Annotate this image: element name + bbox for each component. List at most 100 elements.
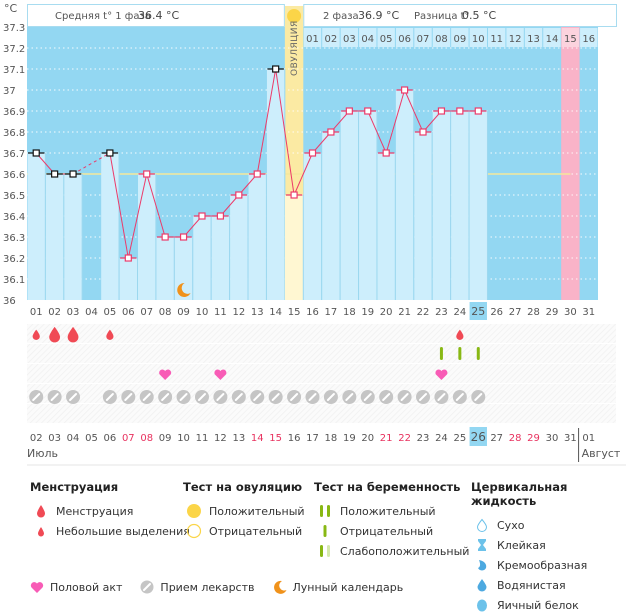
temperature-point <box>106 149 114 157</box>
menstruation-drop-icon <box>49 326 61 343</box>
legend-label: Отрицательный <box>340 524 434 538</box>
pill-stripe <box>197 393 206 401</box>
calendar-date-label: 28 <box>509 433 522 444</box>
legend-label: Менструация <box>56 504 134 518</box>
calendar-date-label: 04 <box>67 433 80 444</box>
cycle-day-label: 01 <box>30 307 43 318</box>
legend-item-ovulation-positive: Положительный <box>183 501 305 521</box>
phase2-day-cell <box>395 28 414 47</box>
cycle-day-label: 23 <box>435 307 448 318</box>
pill-stripe <box>253 393 262 401</box>
small-drop-icon <box>30 526 52 537</box>
calendar-date-label: 01 <box>582 433 595 444</box>
spotting-drop-icon <box>106 329 114 340</box>
temperature-segment <box>404 89 424 133</box>
calendar-date-label: 21 <box>380 433 393 444</box>
cycle-day-label: 24 <box>453 307 466 318</box>
pill-stripe <box>105 393 114 401</box>
calendar-date-label: 27 <box>490 433 503 444</box>
phase2-day-label: 14 <box>546 34 559 45</box>
pill-stripe <box>124 393 133 401</box>
half-drop-icon <box>471 558 493 572</box>
spotting-drop-icon <box>456 329 464 340</box>
calendar-date-label: 03 <box>48 433 61 444</box>
temperature-point <box>253 170 261 178</box>
moon-icon <box>273 580 287 594</box>
legend-label: Водянистая <box>497 578 566 592</box>
legend-item-pregnancy-negative: Отрицательный <box>314 521 469 541</box>
phase2-day-cell <box>580 28 598 47</box>
temperature-bar <box>303 153 322 300</box>
y-unit-label: °C <box>4 2 18 15</box>
temperature-point <box>474 107 482 115</box>
y-tick-label: 36.2 <box>3 254 25 265</box>
month-label-next: Август <box>582 447 621 460</box>
legend-pregnancy-test: Тест на беременность Положительный Отриц… <box>314 480 469 561</box>
moon-icon <box>177 282 191 297</box>
calendar-date-label: 07 <box>122 433 135 444</box>
calendar-date-label: 09 <box>159 433 172 444</box>
temperature-bar <box>138 174 156 300</box>
temperature-bar <box>414 132 432 300</box>
cycle-day-label: 07 <box>140 307 153 318</box>
temperature-bar <box>156 237 174 300</box>
double-line-icon <box>314 504 336 518</box>
phase2-day-cell <box>561 28 580 47</box>
legend-label: Слабоположительный <box>340 544 470 558</box>
calendar-date-label: 26 <box>471 430 486 444</box>
legend-item-ovulation-negative: Отрицательный <box>183 521 305 541</box>
cycle-day-label: 05 <box>104 307 117 318</box>
legend-item-sticky: Клейкая <box>471 535 626 555</box>
temperature-bar <box>101 153 119 300</box>
legend-label: Небольшие выделения <box>56 524 190 538</box>
pill-stripe <box>216 393 225 401</box>
pill-stripe <box>345 393 354 401</box>
cycle-day-label: 04 <box>85 307 98 318</box>
pill-stripe <box>308 393 317 401</box>
cycle-day-label: 17 <box>325 307 338 318</box>
phase2-day-cell <box>377 28 395 47</box>
temperature-bar <box>395 90 414 300</box>
calendar-date-label: 18 <box>325 433 338 444</box>
temperature-bar <box>248 174 266 300</box>
cycle-day-label: 06 <box>122 307 135 318</box>
diff-label: Разница t° <box>414 11 470 22</box>
calendar-date-label: 02 <box>30 433 43 444</box>
temperature-point <box>419 128 427 136</box>
cycle-day-label: 31 <box>582 307 595 318</box>
phase2-day-label: 08 <box>435 34 448 45</box>
temperature-bar <box>45 174 64 300</box>
phase2-day-label: 09 <box>453 34 466 45</box>
phase2-day-label: 01 <box>306 34 319 45</box>
y-tick-label: 36.1 <box>3 275 25 286</box>
calendar-date-label: 08 <box>140 433 153 444</box>
legend-item-spotting: Небольшие выделения <box>30 521 190 541</box>
temperature-bar <box>284 195 304 300</box>
legend-item-egg-white: Яичный белок <box>471 595 626 615</box>
outline-drop-icon <box>471 518 493 532</box>
legend-label: Положительный <box>209 504 305 518</box>
bottom-legend: Половой акт Прием лекарств Лунный календ… <box>30 580 421 594</box>
phase2-day-label: 06 <box>398 34 411 45</box>
calendar-date-label: 31 <box>564 433 577 444</box>
temperature-point <box>382 149 390 157</box>
legend-label: Яичный белок <box>497 598 579 612</box>
temperature-bar <box>211 216 230 300</box>
calendar-date-label: 11 <box>196 433 209 444</box>
legend-item-intercourse: Половой акт <box>30 580 122 594</box>
pill-stripe <box>50 393 59 401</box>
pill-stripe <box>179 393 188 401</box>
legend-label: Отрицательный <box>209 524 303 538</box>
temperature-segment <box>385 89 406 154</box>
expected-period-column <box>561 27 580 300</box>
cycle-day-label: 09 <box>177 307 190 318</box>
pill-stripe <box>455 393 464 401</box>
temperature-bar <box>432 111 451 300</box>
calendar-date-label: 22 <box>398 433 411 444</box>
phase2-day-cell <box>524 28 543 47</box>
temperature-point <box>364 107 372 115</box>
phase2-day-cell <box>414 28 432 47</box>
legend-label: Половой акт <box>50 580 123 594</box>
temperature-segment <box>256 68 277 175</box>
